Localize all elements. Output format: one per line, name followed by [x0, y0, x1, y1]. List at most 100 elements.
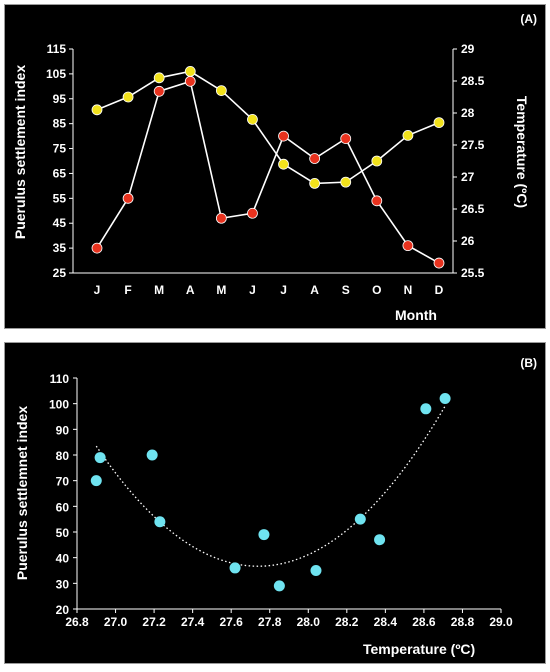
temperature-point	[309, 177, 321, 189]
scatter-point	[439, 393, 451, 405]
x-tick-label-b: 28.6	[412, 615, 436, 629]
x-axis-label-b: Temperature (ºC)	[363, 641, 475, 657]
y2-tick-label-a: 26.5	[461, 202, 485, 216]
temperature-series-line	[96, 70, 440, 185]
settlement-point	[153, 85, 165, 97]
temperature-point	[278, 158, 289, 170]
y-tick-label-b: 40	[56, 552, 70, 566]
settlement-point	[247, 207, 258, 219]
x-tick-label-b: 29.0	[489, 615, 513, 629]
x-tick-label-b: 27.6	[220, 615, 244, 629]
y-tick-label-b: 50	[56, 526, 70, 540]
x-tick-label-a: J	[280, 283, 287, 297]
x-tick-label-a: D	[435, 283, 444, 297]
settlement-point	[215, 212, 227, 224]
x-tick-label-a: M	[154, 283, 164, 297]
y-tick-label-b: 20	[56, 603, 70, 617]
y-axis-label-a: Puerulus settlement index	[12, 65, 28, 239]
y-tick-label-b: 30	[56, 577, 70, 591]
temperature-point	[340, 176, 352, 188]
settlement-point	[184, 75, 196, 87]
y2-tick-label-a: 27.5	[461, 138, 485, 152]
scatter-point	[354, 513, 366, 525]
x-tick-label-a: O	[372, 283, 381, 297]
y-tick-label-a: 35	[53, 241, 67, 255]
y2-tick-label-a: 29	[461, 42, 475, 56]
scatter-point	[258, 529, 270, 541]
x-tick-label-b: 27.0	[104, 615, 128, 629]
y-tick-label-b: 90	[56, 423, 70, 437]
y-tick-label-b: 70	[56, 475, 70, 489]
y-tick-label-a: 55	[53, 191, 67, 205]
y-tick-label-b: 80	[56, 449, 70, 463]
y-axis-label-b: Puerulus settlemnet index	[14, 406, 30, 580]
temperature-point	[184, 66, 196, 77]
y-tick-label-b: 100	[49, 398, 69, 412]
chart-panel-b: (B) 20 30 40 50 60 70 80 90 100 110 26.8 27.0 27.2 2…	[4, 342, 546, 664]
x-tick-label-b: 27.4	[181, 615, 205, 629]
settlement-point	[309, 153, 321, 164]
x-tick-label-a: N	[404, 283, 413, 297]
panel-label-a: (A)	[520, 12, 537, 26]
scatter-point	[374, 534, 386, 546]
x-tick-label-a: J	[249, 283, 256, 297]
x-tick-label-a: J	[94, 283, 101, 297]
x-tick-label-b: 28.8	[451, 615, 475, 629]
x-tick-label-a: F	[124, 283, 131, 297]
scatter-point	[310, 565, 322, 576]
settlement-series-line	[96, 80, 440, 264]
x-tick-label-b: 27.8	[258, 615, 282, 629]
y-tick-label-a: 95	[53, 92, 67, 106]
temperature-point	[91, 104, 103, 116]
x-tick-label-a: S	[342, 283, 350, 297]
settlement-point	[278, 130, 289, 142]
temperature-point	[247, 114, 258, 125]
temperature-point	[215, 85, 227, 96]
y2-tick-label-a: 25.5	[461, 266, 485, 280]
scatter-point	[154, 516, 166, 528]
y-tick-label-b: 60	[56, 500, 70, 514]
y-tick-label-a: 85	[53, 117, 67, 131]
panel-label-b: (B)	[520, 356, 537, 370]
y-tick-label-a: 65	[53, 166, 67, 180]
x-tick-label-b: 28.4	[374, 615, 398, 629]
y-tick-label-a: 25	[53, 266, 67, 280]
scatter-point	[90, 475, 102, 487]
x-tick-label-b: 26.8	[65, 615, 89, 629]
x-tick-label-a: A	[310, 283, 319, 297]
scatter-point	[94, 452, 106, 464]
y-tick-label-a: 45	[53, 216, 67, 230]
y2-axis-label-a: Temperature (ºC)	[514, 96, 530, 208]
chart-panel-a: (A) 25 35 45 55 65 75 85 95 105 115 25.5 26 26.5 27 2…	[4, 4, 546, 329]
settlement-point	[340, 133, 352, 145]
scatter-point	[420, 403, 432, 415]
temperature-point	[402, 129, 414, 141]
y2-tick-label-a: 26	[461, 234, 475, 248]
y2-tick-label-a: 28.5	[461, 74, 485, 88]
polynomial-trendline	[95, 405, 446, 567]
x-tick-label-b: 28.0	[297, 615, 321, 629]
settlement-point	[122, 192, 134, 204]
y-tick-label-a: 75	[53, 142, 67, 156]
settlement-point	[433, 257, 445, 269]
settlement-point	[402, 240, 414, 252]
temperature-point	[371, 155, 383, 167]
y-tick-label-b: 110	[50, 372, 70, 386]
temperature-point	[122, 91, 134, 103]
x-tick-label-a: M	[216, 283, 226, 297]
temperature-point	[433, 117, 445, 128]
scatter-point	[229, 562, 241, 574]
y2-tick-label-a: 27	[461, 170, 475, 184]
y-tick-label-a: 115	[47, 42, 67, 56]
settlement-point	[91, 242, 103, 254]
settlement-temperature-line-chart: (A) 25 35 45 55 65 75 85 95 105 115 25.5 26 26.5 27 2…	[12, 12, 537, 323]
y2-tick-label-a: 28	[461, 106, 475, 120]
settlement-point	[371, 195, 383, 207]
x-tick-label-a: A	[186, 283, 195, 297]
settlement-vs-temperature-scatter: (B) 20 30 40 50 60 70 80 90 100 110 26.8 27.0 27.2 2…	[14, 356, 537, 657]
scatter-point	[146, 449, 158, 461]
y-tick-label-a: 105	[46, 67, 66, 81]
scatter-point	[273, 580, 285, 592]
temperature-point	[153, 72, 165, 84]
x-tick-label-b: 28.2	[335, 615, 359, 629]
